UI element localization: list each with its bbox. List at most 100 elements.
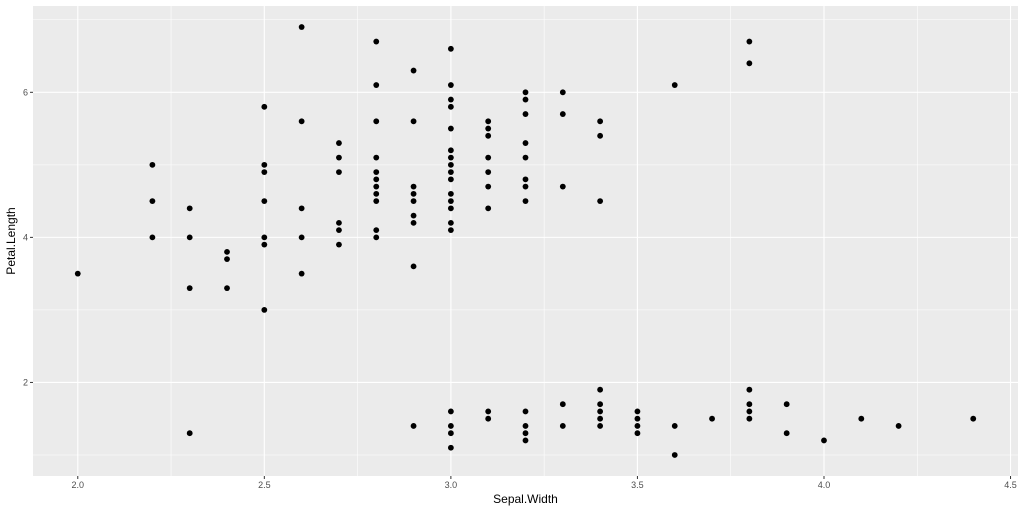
data-point xyxy=(522,423,529,429)
data-point xyxy=(559,423,566,429)
data-point xyxy=(597,408,604,415)
data-point xyxy=(709,415,715,422)
data-point xyxy=(447,219,454,226)
data-point xyxy=(261,169,268,175)
data-point xyxy=(485,118,492,125)
x-axis-title: Sepal.Width xyxy=(493,492,558,506)
data-point xyxy=(447,444,454,451)
data-point xyxy=(447,423,454,429)
data-point xyxy=(597,132,604,139)
data-point xyxy=(373,169,380,175)
data-point xyxy=(373,82,380,88)
data-point xyxy=(186,205,193,212)
data-point xyxy=(559,183,566,190)
data-point xyxy=(559,89,566,96)
plot-panel xyxy=(33,6,1018,476)
data-point xyxy=(447,205,454,212)
data-point xyxy=(410,423,417,429)
data-point xyxy=(373,234,380,241)
data-point xyxy=(634,408,641,415)
data-point xyxy=(783,401,790,408)
data-point xyxy=(634,430,641,437)
data-point xyxy=(336,169,342,175)
data-point xyxy=(261,241,268,248)
data-point xyxy=(895,423,902,429)
data-point xyxy=(522,437,529,444)
data-point xyxy=(410,67,417,74)
data-point xyxy=(447,125,454,132)
data-point xyxy=(447,82,454,88)
data-point xyxy=(410,183,417,190)
data-point xyxy=(447,103,454,110)
data-point xyxy=(597,198,604,205)
data-point xyxy=(336,227,342,234)
data-point xyxy=(485,125,492,132)
data-point xyxy=(186,430,193,437)
data-points xyxy=(74,24,977,458)
data-point xyxy=(224,248,230,255)
data-point xyxy=(447,198,454,205)
y-tick-label: 2 xyxy=(23,377,28,387)
data-point xyxy=(373,176,380,183)
data-point xyxy=(597,386,604,393)
data-point xyxy=(447,430,454,437)
data-point xyxy=(298,234,305,241)
data-point xyxy=(336,154,342,161)
data-point xyxy=(746,401,753,408)
data-point xyxy=(634,423,641,429)
data-point xyxy=(522,430,529,437)
data-point xyxy=(447,96,454,103)
x-tick-label: 2.5 xyxy=(258,480,271,490)
data-point xyxy=(522,111,529,117)
y-tick-label: 6 xyxy=(23,87,28,97)
data-point xyxy=(559,111,566,117)
data-point xyxy=(373,190,380,197)
data-point xyxy=(522,89,529,96)
data-point xyxy=(597,118,604,125)
data-point xyxy=(746,60,753,67)
data-point xyxy=(224,285,230,292)
data-point xyxy=(522,154,529,161)
data-point xyxy=(261,161,268,168)
data-point xyxy=(671,452,678,458)
data-point xyxy=(522,408,529,415)
data-point xyxy=(261,198,268,205)
data-point xyxy=(447,227,454,234)
data-point xyxy=(485,205,492,212)
data-point xyxy=(746,386,753,393)
data-point xyxy=(410,219,417,226)
data-point xyxy=(485,169,492,175)
data-point xyxy=(522,198,529,205)
x-tick-label: 3.0 xyxy=(445,480,458,490)
data-point xyxy=(373,183,380,190)
data-point xyxy=(149,161,156,168)
data-point xyxy=(522,140,529,146)
data-point xyxy=(410,118,417,125)
data-point xyxy=(410,263,417,270)
data-point xyxy=(373,154,380,161)
data-point xyxy=(522,176,529,183)
data-point xyxy=(373,118,380,125)
y-tick-label: 4 xyxy=(23,232,28,242)
data-point xyxy=(447,408,454,415)
data-point xyxy=(298,118,305,125)
data-point xyxy=(447,45,454,52)
data-point xyxy=(597,415,604,422)
data-point xyxy=(634,415,641,422)
data-point xyxy=(522,96,529,103)
data-point xyxy=(485,132,492,139)
data-point xyxy=(74,270,81,277)
data-point xyxy=(410,198,417,205)
data-point xyxy=(447,190,454,197)
data-point xyxy=(485,183,492,190)
y-axis: 2 4 6 xyxy=(23,87,33,387)
minor-gridlines xyxy=(33,6,1018,476)
data-point xyxy=(597,401,604,408)
data-point xyxy=(149,234,156,241)
data-point xyxy=(746,415,753,422)
x-tick-label: 2.0 xyxy=(72,480,85,490)
data-point xyxy=(485,408,492,415)
data-point xyxy=(447,154,454,161)
data-point xyxy=(373,198,380,205)
